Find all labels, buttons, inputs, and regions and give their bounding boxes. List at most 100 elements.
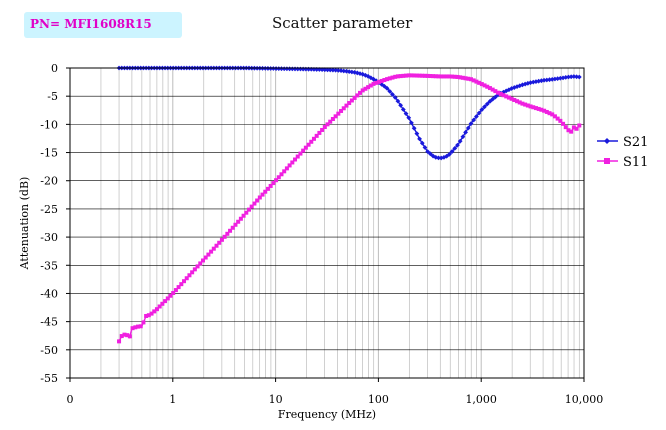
data-point-s11 (463, 76, 468, 81)
data-point-s11 (504, 94, 509, 99)
data-point-s11 (282, 169, 287, 174)
data-point-s11 (276, 175, 281, 180)
data-point-s21 (544, 77, 550, 83)
data-point-s21 (338, 68, 344, 74)
data-point-s11 (157, 304, 162, 309)
data-point-s21 (341, 68, 347, 74)
data-point-s11 (439, 74, 444, 79)
data-point-s11 (566, 128, 571, 133)
data-point-s21 (422, 145, 428, 150)
data-point-s21 (419, 140, 425, 146)
data-point-s11 (200, 258, 205, 263)
data-point-s11 (390, 75, 395, 80)
data-point-s11 (536, 106, 541, 111)
data-point-s21 (295, 66, 301, 72)
data-point-s11 (195, 264, 200, 269)
data-point-s21 (476, 110, 482, 116)
data-point-s11 (425, 73, 430, 78)
data-point-s11 (506, 95, 511, 100)
data-point-s11 (328, 119, 333, 124)
data-point-s11 (146, 313, 151, 318)
part-number-badge (24, 12, 182, 38)
data-point-s11 (387, 76, 392, 81)
data-point-s21 (492, 94, 498, 100)
data-point-s21 (403, 111, 409, 117)
data-point-s21 (325, 67, 330, 73)
data-point-s21 (392, 95, 398, 100)
x-tick-label: 0 (67, 393, 74, 406)
data-point-s11 (135, 324, 140, 329)
data-point-s11 (515, 99, 520, 104)
x-tick-label: 1 (169, 393, 176, 406)
data-point-s21 (460, 134, 466, 140)
data-point-s11 (301, 148, 306, 153)
y-tick-label: -5 (47, 90, 58, 103)
data-point-s11 (228, 228, 233, 233)
data-point-s21 (289, 66, 295, 72)
data-point-s21 (574, 74, 579, 80)
data-point-s21 (276, 66, 282, 72)
data-point-s11 (214, 243, 219, 248)
data-point-s11 (268, 183, 273, 188)
data-point-s11 (330, 116, 335, 121)
data-point-s11 (398, 74, 403, 79)
data-point-s21 (484, 101, 490, 107)
data-point-s11 (385, 77, 390, 82)
data-point-s21 (449, 149, 455, 154)
data-point-s11 (555, 116, 560, 121)
data-point-s21 (465, 125, 471, 131)
data-point-s11 (303, 145, 308, 150)
data-point-s11 (479, 82, 484, 87)
data-point-s11 (460, 75, 465, 80)
data-point-s21 (357, 71, 363, 76)
data-point-s21 (452, 145, 458, 151)
x-tick-label: 10 (269, 393, 283, 406)
data-point-s11 (569, 129, 574, 134)
data-point-s11 (417, 73, 422, 78)
data-point-s11 (542, 108, 547, 113)
data-point-s11 (230, 225, 235, 230)
data-point-s11 (450, 74, 455, 79)
data-point-s11 (247, 207, 252, 212)
data-point-s21 (335, 67, 341, 73)
data-point-s11 (190, 270, 195, 275)
data-point-s11 (501, 93, 506, 98)
data-point-s11 (458, 75, 463, 80)
data-point-s11 (309, 139, 314, 144)
data-point-s11 (347, 101, 352, 106)
data-point-s21 (463, 129, 468, 135)
data-point-s21 (566, 74, 571, 80)
data-point-s11 (138, 324, 143, 329)
data-point-s11 (219, 237, 224, 242)
legend-label: S21 (623, 135, 648, 150)
y-tick-label: -45 (40, 316, 58, 329)
data-point-s11 (355, 93, 360, 98)
data-point-s11 (293, 157, 298, 162)
data-point-s21 (576, 74, 582, 80)
data-point-s11 (236, 219, 241, 224)
data-point-s11 (339, 108, 344, 113)
y-tick-label: -35 (40, 259, 58, 272)
data-point-s11 (431, 74, 436, 79)
y-tick-label: -10 (40, 118, 58, 131)
data-point-s11 (550, 112, 555, 117)
data-point-s11 (363, 86, 368, 91)
data-point-s11 (222, 234, 227, 239)
data-point-s11 (198, 261, 203, 266)
data-point-s11 (552, 114, 557, 119)
data-point-s21 (387, 88, 393, 94)
data-point-s11 (290, 160, 295, 165)
data-point-s11 (368, 83, 373, 88)
data-point-s11 (122, 332, 127, 337)
data-point-s11 (441, 74, 446, 79)
data-point-s11 (420, 73, 425, 78)
data-point-s11 (179, 282, 184, 287)
data-point-s11 (257, 195, 262, 200)
y-tick-label: -50 (40, 344, 58, 357)
data-point-s11 (512, 97, 517, 102)
data-point-s11 (317, 130, 322, 135)
data-point-s21 (406, 115, 412, 121)
data-point-s11 (203, 255, 208, 260)
y-axis-label: Attenuation (dB) (18, 177, 31, 271)
chart-title: Scatter parameter (272, 14, 413, 32)
